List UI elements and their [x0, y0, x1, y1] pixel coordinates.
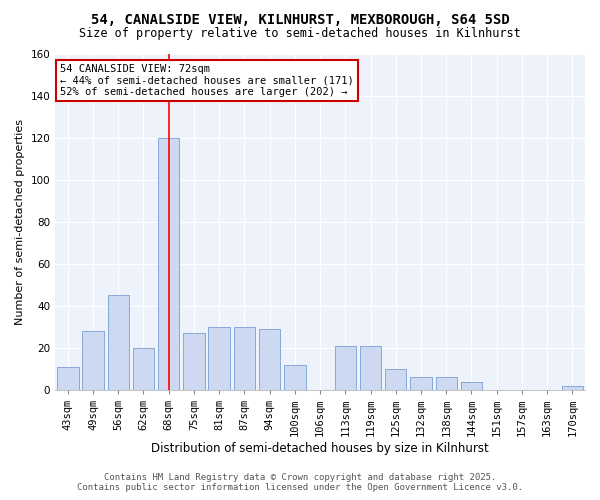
Text: 54, CANALSIDE VIEW, KILNHURST, MEXBOROUGH, S64 5SD: 54, CANALSIDE VIEW, KILNHURST, MEXBOROUG…: [91, 12, 509, 26]
Bar: [57, 367, 79, 390]
Bar: [562, 386, 583, 390]
Y-axis label: Number of semi-detached properties: Number of semi-detached properties: [15, 119, 25, 325]
Bar: [183, 333, 205, 390]
Text: Size of property relative to semi-detached houses in Kilnhurst: Size of property relative to semi-detach…: [79, 28, 521, 40]
Text: 54 CANALSIDE VIEW: 72sqm
← 44% of semi-detached houses are smaller (171)
52% of : 54 CANALSIDE VIEW: 72sqm ← 44% of semi-d…: [61, 64, 354, 98]
Bar: [208, 327, 230, 390]
Bar: [158, 138, 179, 390]
X-axis label: Distribution of semi-detached houses by size in Kilnhurst: Distribution of semi-detached houses by …: [151, 442, 489, 455]
Bar: [133, 348, 154, 390]
Bar: [107, 296, 129, 390]
Bar: [284, 364, 305, 390]
Text: Contains HM Land Registry data © Crown copyright and database right 2025.
Contai: Contains HM Land Registry data © Crown c…: [77, 473, 523, 492]
Bar: [335, 346, 356, 390]
Bar: [360, 346, 381, 390]
Bar: [385, 369, 406, 390]
Bar: [259, 329, 280, 390]
Bar: [82, 331, 104, 390]
Bar: [461, 382, 482, 390]
Bar: [410, 378, 432, 390]
Bar: [436, 378, 457, 390]
Bar: [233, 327, 255, 390]
